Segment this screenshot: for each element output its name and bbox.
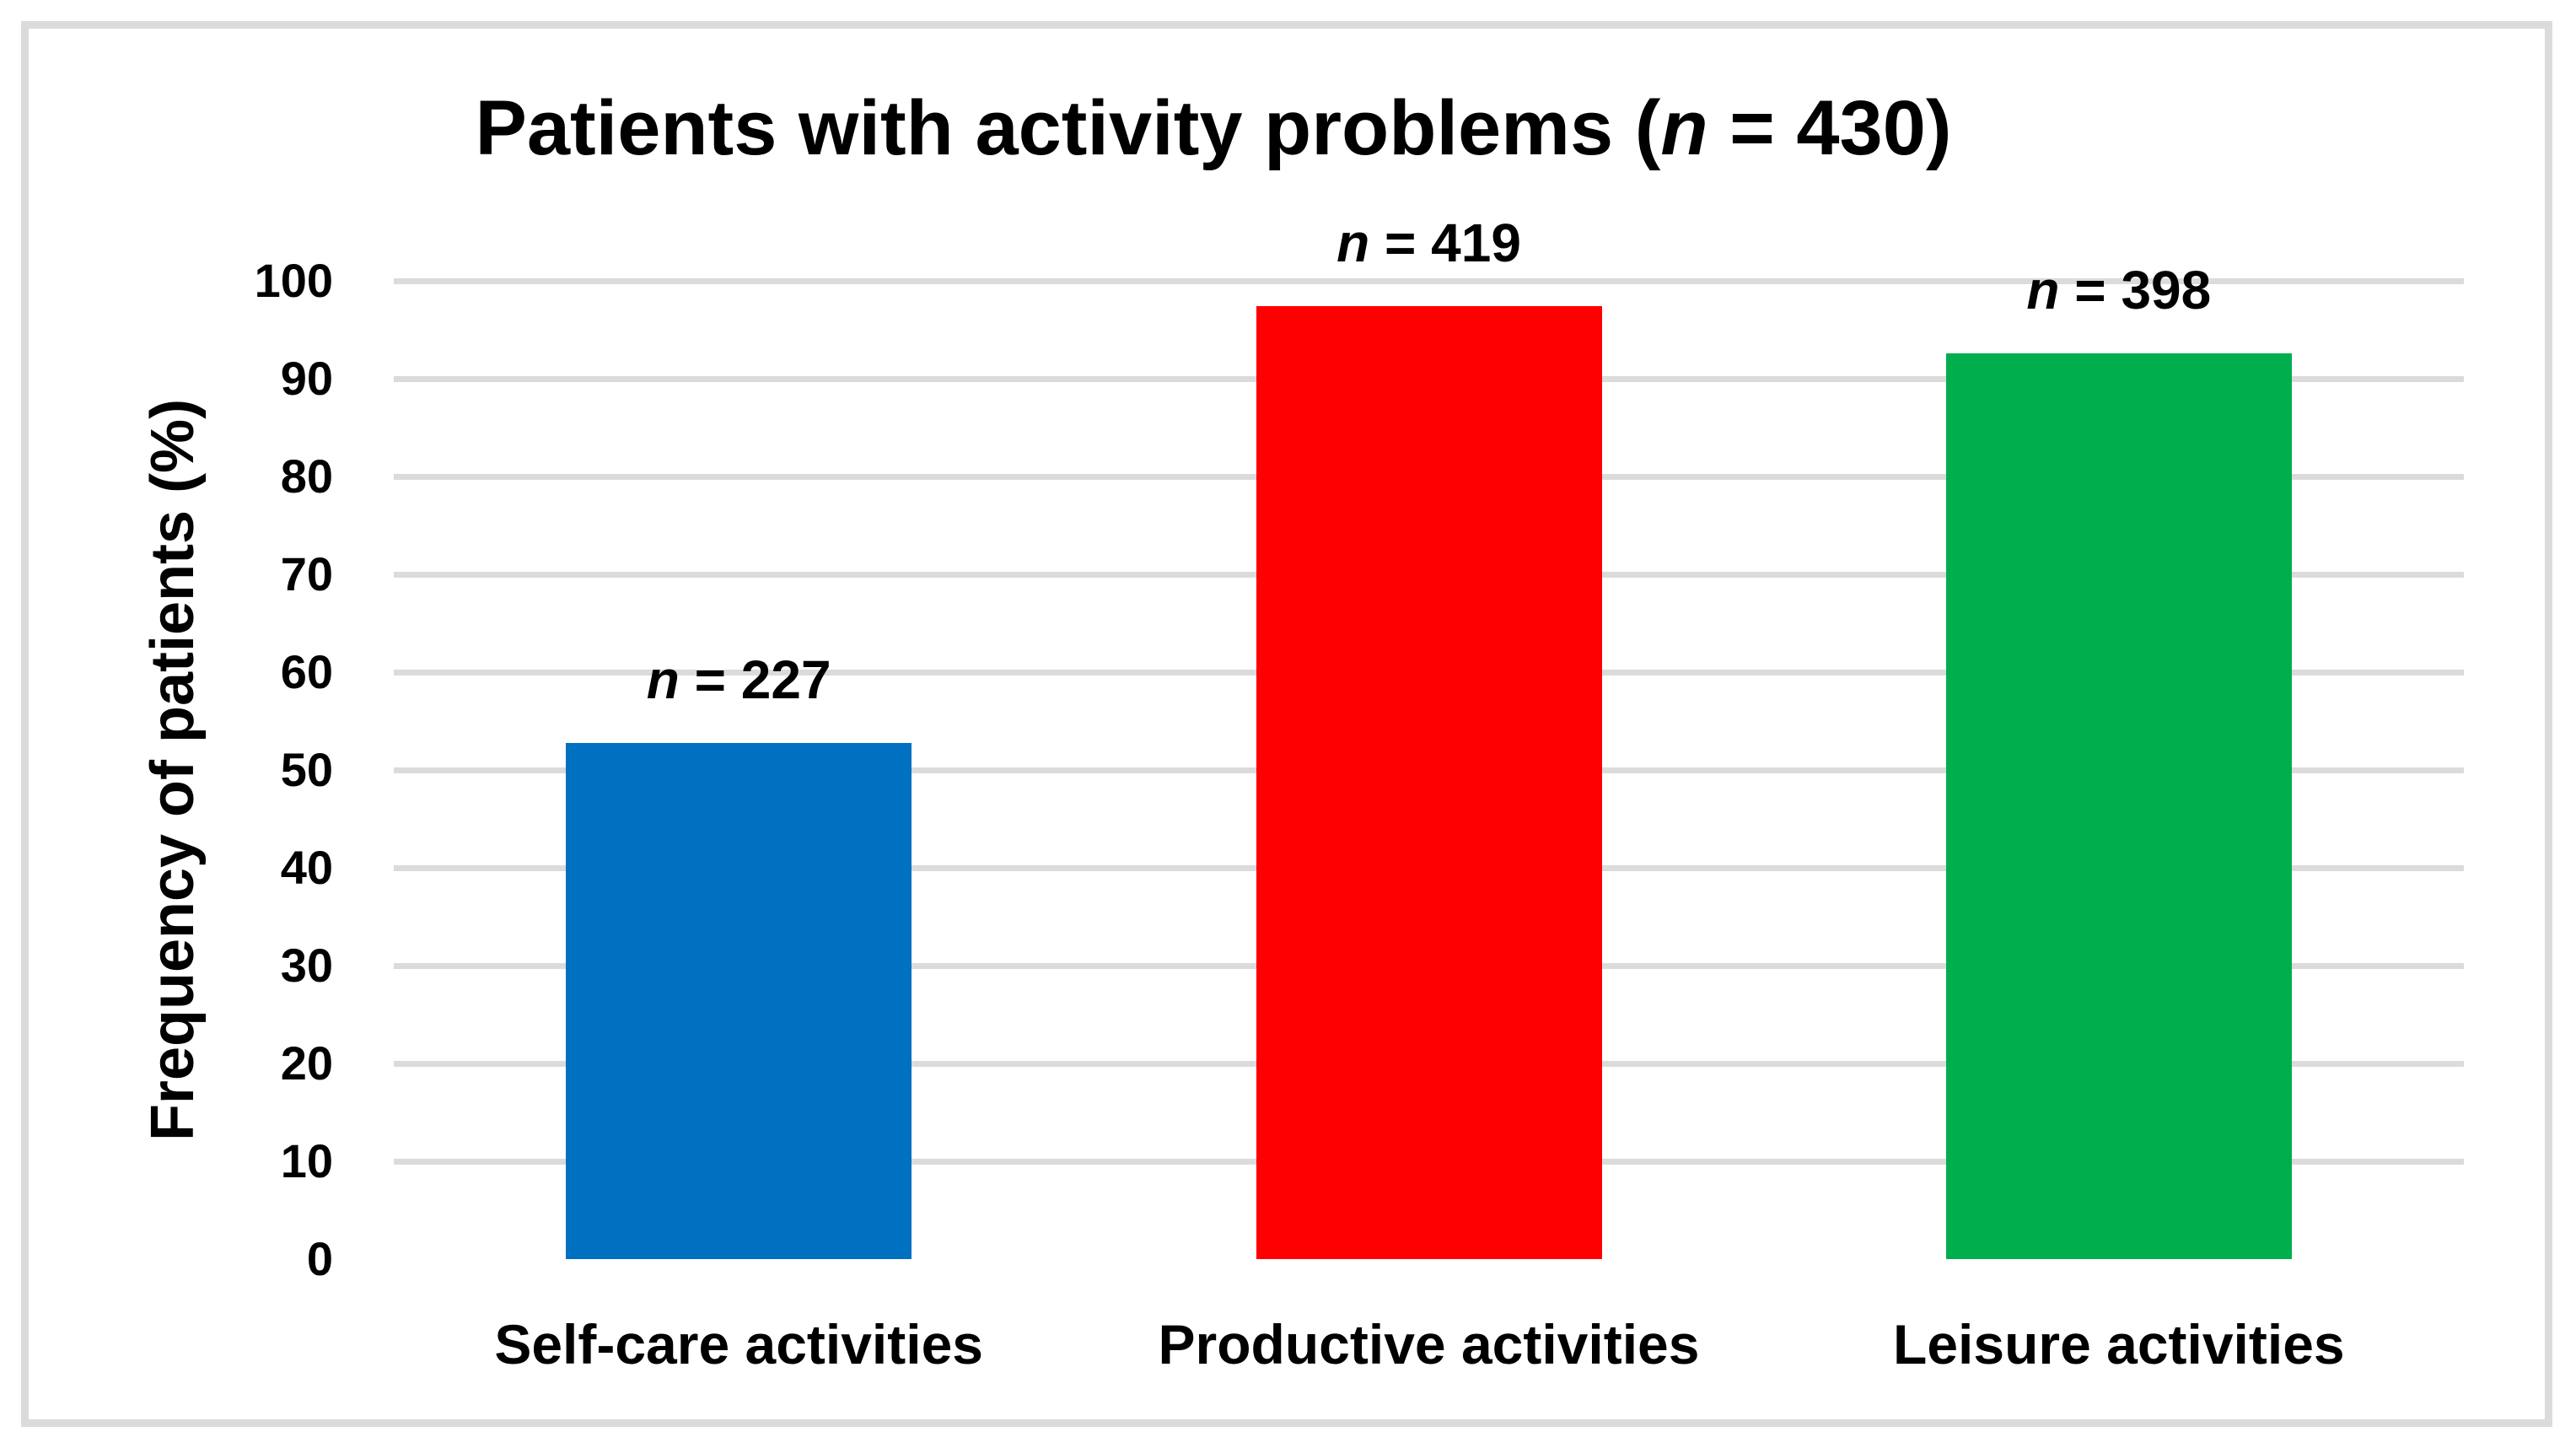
bar-productive-activities [1256,306,1602,1259]
y-tick-label-0: 0 [306,1232,333,1285]
chart-title-text: Patients with activity problems ( [475,85,1661,171]
bar-label-italic-n: n [2026,259,2060,320]
gridline-100 [394,277,2464,284]
y-tick-label-90: 90 [280,352,333,405]
plot-area [394,277,2464,1259]
y-tick-label-60: 60 [280,645,333,698]
bar-self-care-activities [566,742,912,1259]
bar-label-italic-n: n [1336,213,1370,274]
bar-count-label-leisure-activities: n = 398 [1782,261,2456,320]
y-tick-label-80: 80 [280,449,333,503]
chart-title-italic-n: n [1660,85,1708,171]
y-tick-label-100: 100 [254,254,333,307]
y-tick-label-70: 70 [280,547,333,600]
bar-label-value: = 227 [679,649,831,710]
y-tick-label-50: 50 [280,743,333,796]
bar-label-italic-n: n [646,649,680,710]
bar-count-label-productive-activities: n = 419 [1092,213,1767,272]
x-category-label-productive-activities: Productive activities [1158,1313,1700,1375]
x-category-label-self-care-activities: Self-care activities [494,1313,983,1375]
y-tick-label-30: 30 [280,939,333,992]
chart-title-suffix: = 430) [1707,85,1952,171]
bar-leisure-activities [1945,353,2292,1259]
x-category-label-leisure-activities: Leisure activities [1893,1313,2345,1375]
y-tick-label-40: 40 [280,841,333,894]
chart-title: Patients with activity problems (n = 430… [0,81,2427,175]
bar-label-value: = 398 [2059,259,2212,320]
bar-count-label-self-care-activities: n = 227 [401,650,1076,709]
y-tick-label-20: 20 [280,1036,333,1090]
bar-label-value: = 419 [1369,213,1521,274]
y-tick-label-10: 10 [280,1134,333,1187]
figure-border [21,21,2552,1427]
